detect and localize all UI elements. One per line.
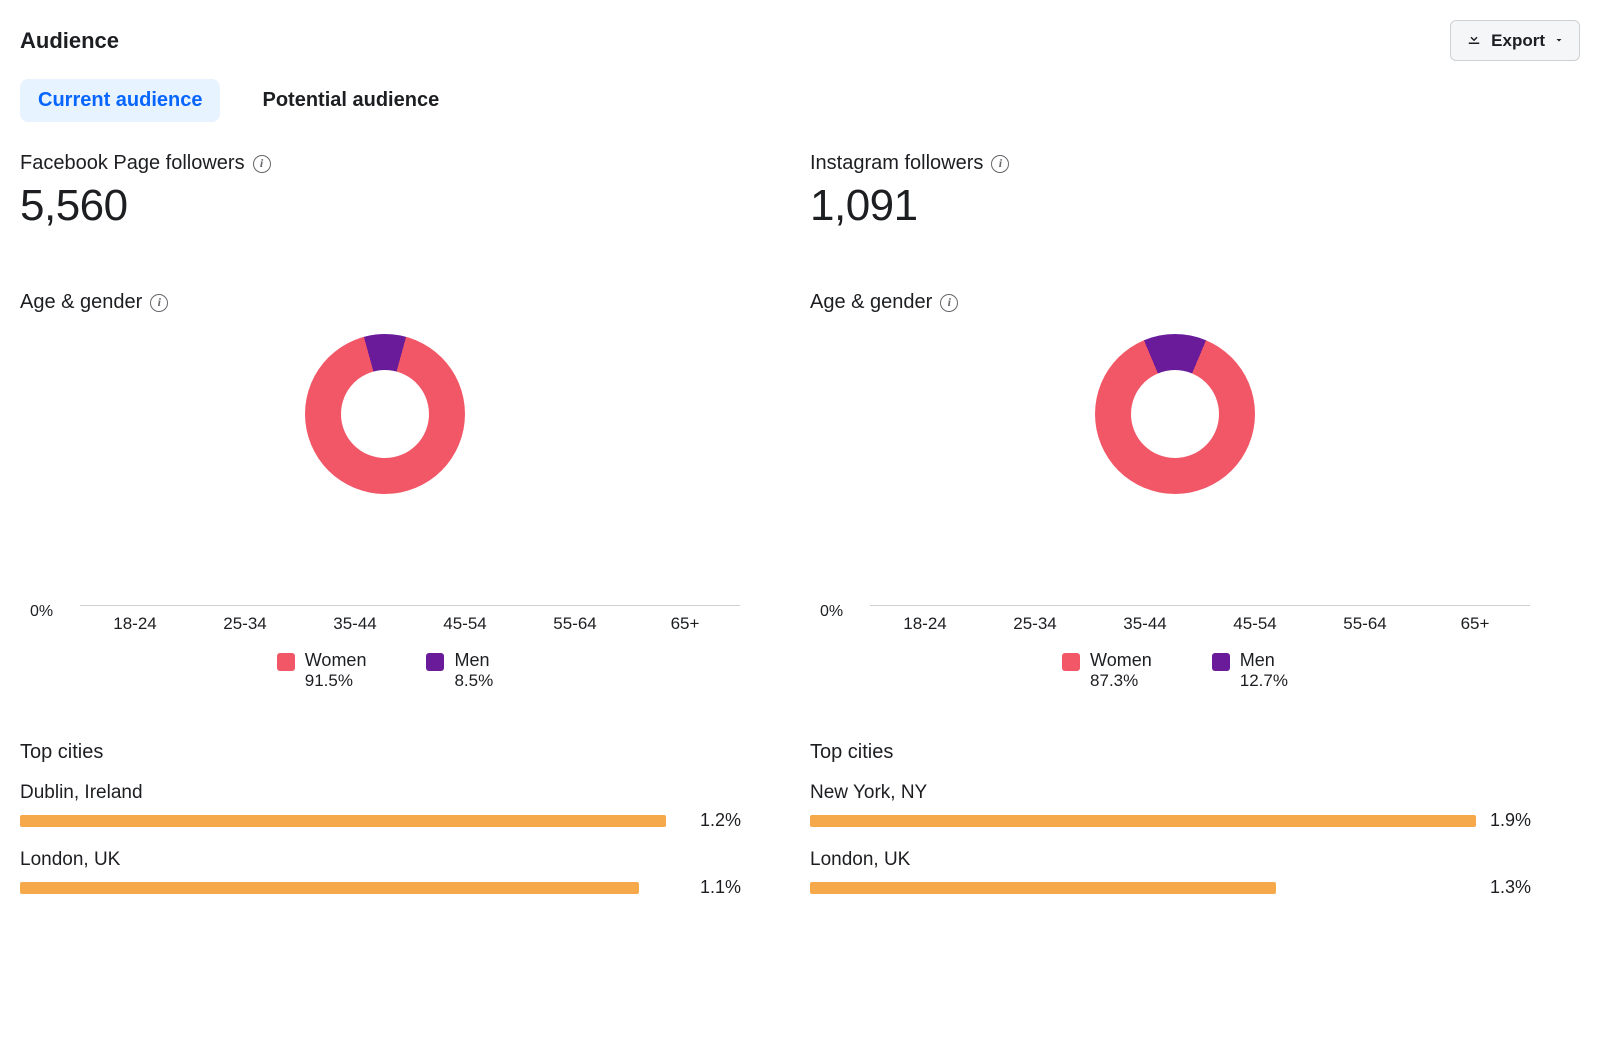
legend-label: Women [305, 650, 367, 671]
city-bar-track [810, 882, 1476, 894]
x-axis-label: 65+ [1420, 614, 1530, 634]
legend-item-men: Men12.7% [1212, 650, 1288, 691]
download-icon [1465, 29, 1483, 52]
city-pct: 1.1% [700, 877, 750, 898]
gender-donut [305, 334, 465, 494]
metric-value: 5,560 [20, 181, 750, 231]
legend-label: Women [1090, 650, 1152, 671]
city-name: New York, NY [810, 782, 1540, 804]
age-gender-bar-chart: 0% 18-2425-3435-4445-5455-6465+ [30, 504, 740, 634]
city-bar-track [20, 815, 686, 827]
metric-label-row: Instagram followers i [810, 152, 1540, 175]
city-name: London, UK [810, 849, 1540, 871]
age-gender-title: Age & gender [810, 291, 932, 314]
metric-value: 1,091 [810, 181, 1540, 231]
x-axis-label: 45-54 [1200, 614, 1310, 634]
city-bar-fill [20, 815, 666, 827]
legend-label: Men [454, 650, 493, 671]
tabs: Current audience Potential audience [20, 79, 1580, 122]
gender-donut [1095, 334, 1255, 494]
info-icon[interactable]: i [991, 155, 1009, 173]
city-bar-fill [810, 815, 1476, 827]
legend-swatch [426, 653, 444, 671]
city-row: London, UK 1.1% [20, 849, 750, 898]
x-axis-labels: 18-2425-3435-4445-5455-6465+ [80, 614, 740, 634]
city-bar-row: 1.2% [20, 810, 750, 831]
city-row: London, UK 1.3% [810, 849, 1540, 898]
metric-label: Facebook Page followers [20, 152, 245, 175]
legend-text: Men12.7% [1240, 650, 1288, 691]
city-bar-track [20, 882, 686, 894]
header: Audience Export [20, 20, 1580, 61]
legend-text: Women87.3% [1090, 650, 1152, 691]
top-cities-title: Top cities [20, 741, 750, 764]
legend-swatch [1062, 653, 1080, 671]
info-icon[interactable]: i [150, 294, 168, 312]
age-gender-title: Age & gender [20, 291, 142, 314]
x-axis-label: 18-24 [870, 614, 980, 634]
panels-container: Facebook Page followers i 5,560 Age & gende… [20, 152, 1580, 916]
city-bar-row: 1.1% [20, 877, 750, 898]
legend-label: Men [1240, 650, 1288, 671]
x-axis-label: 45-54 [410, 614, 520, 634]
city-name: London, UK [20, 849, 750, 871]
bars-area [80, 504, 740, 606]
legend-item-women: Women87.3% [1062, 650, 1152, 691]
legend: Women91.5% Men8.5% [20, 650, 750, 691]
x-axis-label: 35-44 [1090, 614, 1200, 634]
tab-potential-audience[interactable]: Potential audience [244, 79, 457, 122]
legend-pct: 87.3% [1090, 671, 1152, 691]
donut-wrap [20, 334, 750, 494]
y-axis-label: 0% [30, 603, 53, 621]
donut-wrap [810, 334, 1540, 494]
y-axis-label: 0% [820, 603, 843, 621]
legend-text: Men8.5% [454, 650, 493, 691]
legend-item-women: Women91.5% [277, 650, 367, 691]
age-gender-bar-chart: 0% 18-2425-3435-4445-5455-6465+ [820, 504, 1530, 634]
city-bar-row: 1.9% [810, 810, 1540, 831]
city-row: Dublin, Ireland 1.2% [20, 782, 750, 831]
top-cities-title: Top cities [810, 741, 1540, 764]
metric-label: Instagram followers [810, 152, 983, 175]
tab-current-audience[interactable]: Current audience [20, 79, 220, 122]
city-pct: 1.3% [1490, 877, 1540, 898]
city-bar-fill [20, 882, 639, 894]
city-row: New York, NY 1.9% [810, 782, 1540, 831]
age-gender-title-row: Age & gender i [20, 291, 750, 314]
x-axis-label: 55-64 [520, 614, 630, 634]
export-button[interactable]: Export [1450, 20, 1580, 61]
export-label: Export [1491, 31, 1545, 51]
info-icon[interactable]: i [940, 294, 958, 312]
legend-text: Women91.5% [305, 650, 367, 691]
age-gender-title-row: Age & gender i [810, 291, 1540, 314]
x-axis-label: 55-64 [1310, 614, 1420, 634]
x-axis-label: 35-44 [300, 614, 410, 634]
legend-pct: 91.5% [305, 671, 367, 691]
legend-swatch [277, 653, 295, 671]
city-pct: 1.9% [1490, 810, 1540, 831]
legend: Women87.3% Men12.7% [810, 650, 1540, 691]
info-icon[interactable]: i [253, 155, 271, 173]
city-bar-track [810, 815, 1476, 827]
city-pct: 1.2% [700, 810, 750, 831]
panel-facebook: Facebook Page followers i 5,560 Age & gende… [20, 152, 790, 916]
legend-swatch [1212, 653, 1230, 671]
page-title: Audience [20, 28, 119, 54]
legend-item-men: Men8.5% [426, 650, 493, 691]
panel-instagram: Instagram followers i 1,091 Age & gender i 0%… [790, 152, 1580, 916]
legend-pct: 8.5% [454, 671, 493, 691]
caret-down-icon [1553, 31, 1565, 51]
metric-label-row: Facebook Page followers i [20, 152, 750, 175]
x-axis-label: 25-34 [980, 614, 1090, 634]
city-bar-row: 1.3% [810, 877, 1540, 898]
x-axis-label: 65+ [630, 614, 740, 634]
x-axis-label: 18-24 [80, 614, 190, 634]
x-axis-label: 25-34 [190, 614, 300, 634]
city-name: Dublin, Ireland [20, 782, 750, 804]
bars-area [870, 504, 1530, 606]
city-bar-fill [810, 882, 1276, 894]
x-axis-labels: 18-2425-3435-4445-5455-6465+ [870, 614, 1530, 634]
legend-pct: 12.7% [1240, 671, 1288, 691]
